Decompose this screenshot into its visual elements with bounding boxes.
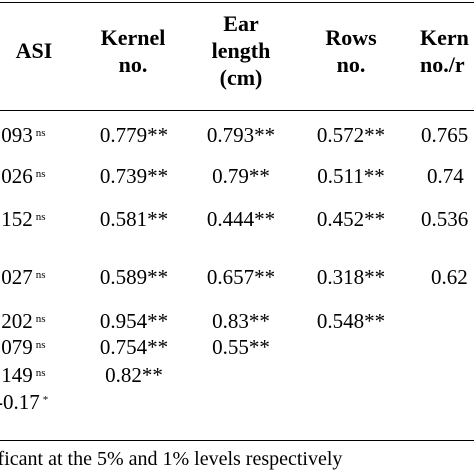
header-ear-length-line1: Ear <box>223 11 259 36</box>
header-kernel-no: Kernel no. <box>88 24 178 78</box>
sig-marker: ns <box>35 127 46 139</box>
cell-ear-3: 0.657** <box>206 265 276 289</box>
sig-marker: * <box>42 394 49 406</box>
cell-kernel-6: 0.82** <box>105 363 163 387</box>
cell-rows-4: 0.548** <box>316 309 386 333</box>
cell-ear-4: 0.83** <box>212 309 270 333</box>
cell-kernel-5: 0.754** <box>99 335 169 359</box>
header-rows-no-line1: Rows <box>325 25 377 50</box>
cell-kpr-2: 0.536 <box>421 207 469 231</box>
bottom-rule <box>0 440 474 441</box>
cell-kernel-4: 0.954** <box>99 309 169 333</box>
header-ear-length: Ear length (cm) <box>196 10 286 91</box>
header-rows-no-line2: no. <box>336 52 366 77</box>
sig-marker: ns <box>35 313 46 325</box>
header-kernel-no-line2: no. <box>118 52 148 77</box>
header-kernel-per-row-line2: no./r <box>420 52 465 77</box>
cell-kernel-0: 0.779** <box>99 123 169 147</box>
cell-kernel-1: 0.739** <box>99 164 169 188</box>
header-ear-length-line2: length <box>211 38 271 63</box>
cell-kpr-3: 0.62 <box>431 265 468 289</box>
sig-marker: ns <box>35 367 46 379</box>
cell-ear-0: 0.793** <box>206 123 276 147</box>
cell-rows-1: 0.511** <box>317 164 385 188</box>
cell-kpr-1: 0.74 <box>427 164 464 188</box>
sig-marker: ns <box>35 168 46 180</box>
cell-ear-2: 0.444** <box>206 207 276 231</box>
cell-ear-1: 0.79** <box>212 164 270 188</box>
footnote: ificant at the 5% and 1% levels respecti… <box>0 448 343 470</box>
sig-marker: ns <box>35 269 46 281</box>
cell-rows-2: 0.452** <box>316 207 386 231</box>
sig-marker: ns <box>35 211 46 223</box>
header-rows-no: Rows no. <box>306 24 396 78</box>
header-kernel-no-line1: Kernel <box>100 25 166 50</box>
sig-marker: ns <box>35 339 46 351</box>
cell-asi-7: -0.17 * <box>0 390 49 414</box>
cell-rows-3: 0.318** <box>316 265 386 289</box>
cell-ear-5: 0.55** <box>212 335 270 359</box>
cell-kpr-0: 0.765 <box>421 123 469 147</box>
cell-rows-0: 0.572** <box>316 123 386 147</box>
header-asi-label: ASI <box>15 38 53 63</box>
header-ear-length-line3: (cm) <box>219 65 263 90</box>
cell-kernel-2: 0.581** <box>99 207 169 231</box>
header-rule <box>0 110 474 111</box>
header-kernel-per-row-line1: Kern <box>420 25 469 50</box>
top-rule <box>0 2 474 3</box>
header-kernel-per-row: Kern no./r <box>420 24 474 78</box>
header-asi: ASI <box>8 37 60 64</box>
cell-kernel-3: 0.589** <box>99 265 169 289</box>
